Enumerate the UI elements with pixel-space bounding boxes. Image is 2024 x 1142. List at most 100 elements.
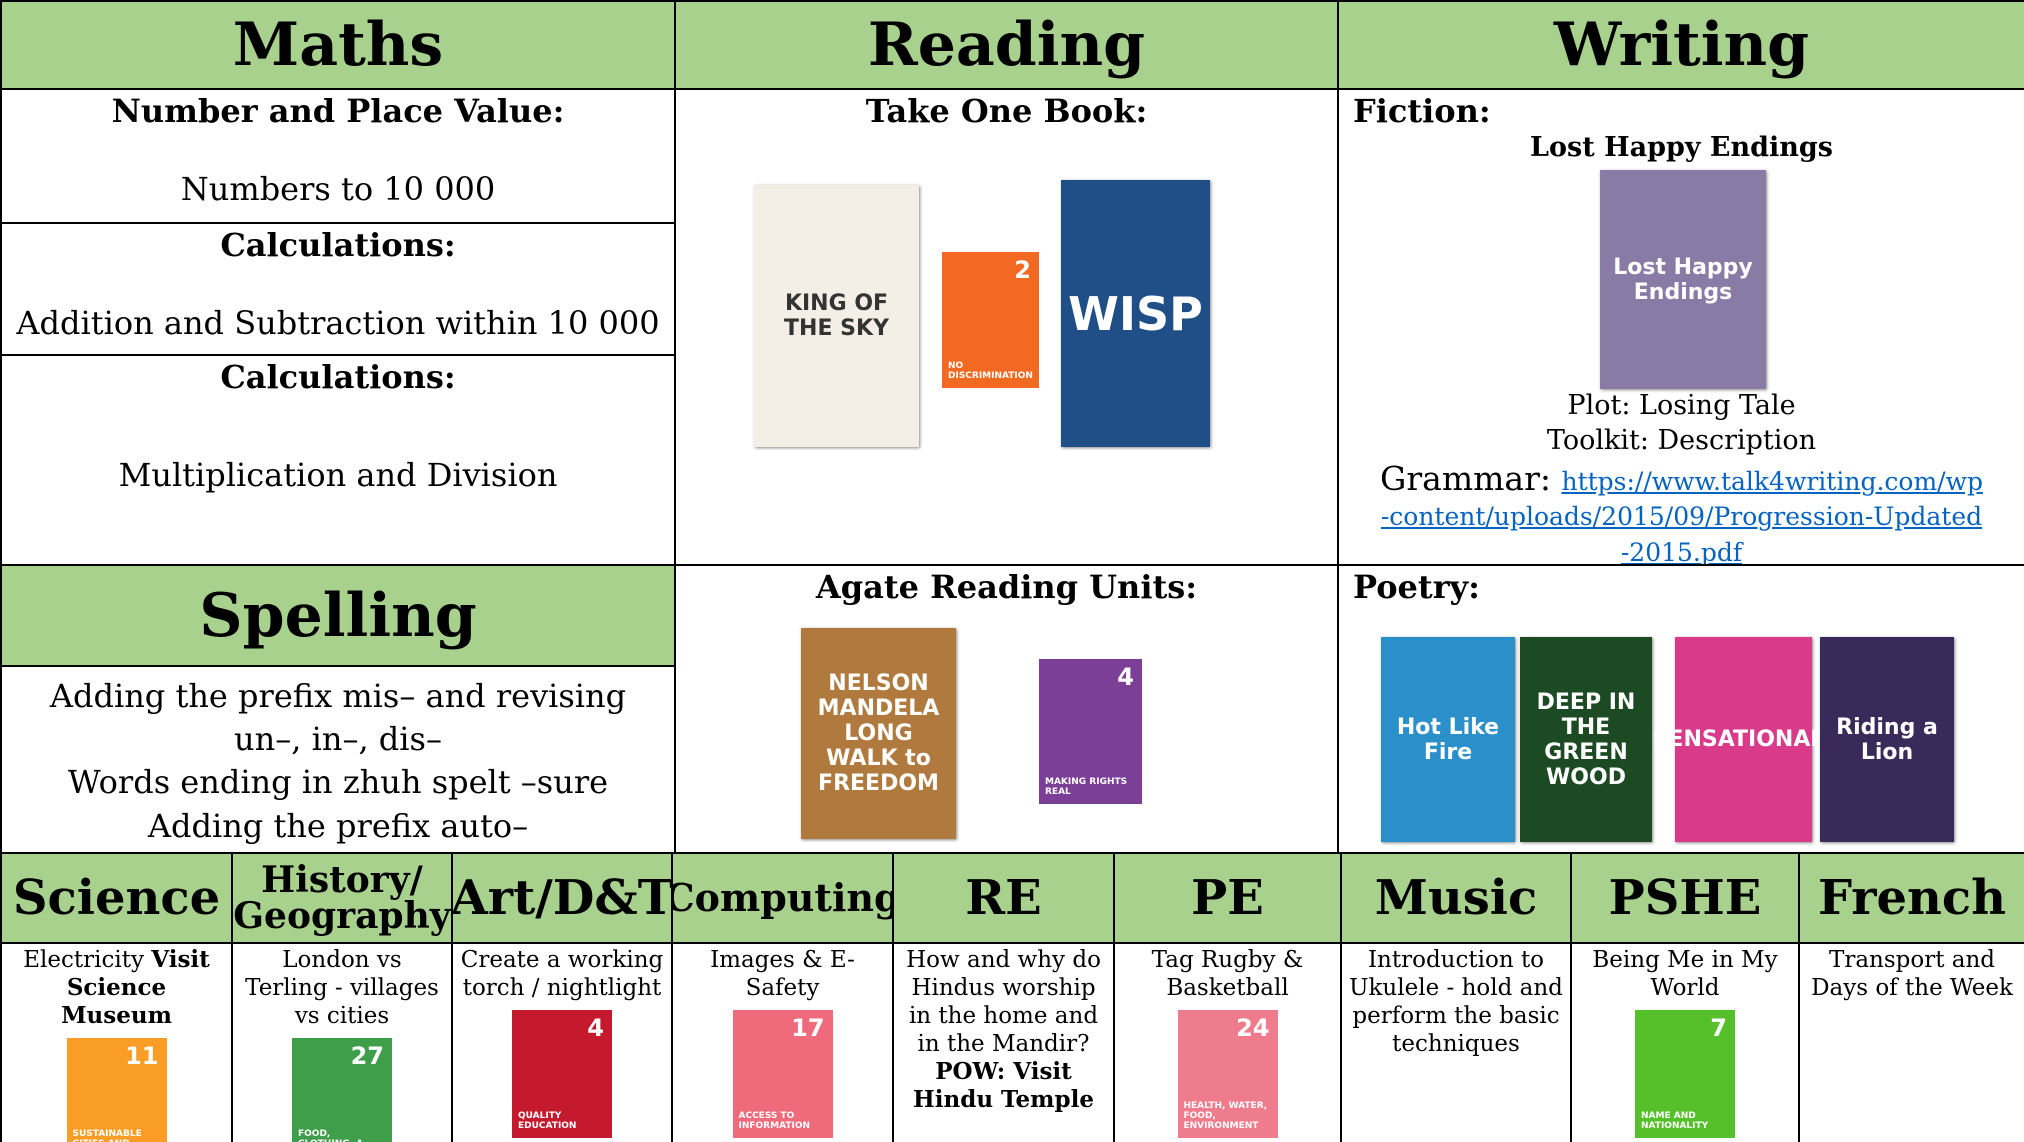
subject-header: Art/D&T bbox=[451, 852, 673, 944]
maths-heading: Calculations: bbox=[220, 358, 456, 396]
fiction-details: Plot: Losing Tale Toolkit: Description Gra… bbox=[1379, 388, 1984, 566]
subject-highlight: Visit Science Museum bbox=[61, 946, 210, 1030]
poetry: Poetry: Hot Like Fire DEEP IN THE GREEN WO… bbox=[1337, 564, 2024, 854]
subject-body: How and why do Hindus worship in the hom… bbox=[892, 942, 1115, 1142]
sdg-number: 27 bbox=[350, 1042, 384, 1071]
spelling-line: Adding the prefix mis– and revising un–,… bbox=[49, 677, 627, 759]
maths-header: Maths bbox=[0, 0, 676, 90]
fiction: Fiction: Lost Happy Endings Lost Happy End… bbox=[1337, 88, 2024, 566]
subject-text: How and why do Hindus worship in the hom… bbox=[894, 944, 1113, 1114]
header-title: Writing bbox=[1553, 10, 1810, 80]
sdg-number: 24 bbox=[1236, 1014, 1270, 1043]
subject-text: Electricity Visit Science Museum bbox=[2, 944, 231, 1030]
subject-text: Transport and Days of the Week bbox=[1800, 944, 2024, 1002]
sdg-label: FOOD, CLOTHING, A SAFE HOME bbox=[298, 1129, 363, 1142]
sdg-icon: 24 HEALTH, WATER, FOOD, ENVIRONMENT bbox=[1177, 1010, 1278, 1139]
book-cover: SENSATIONAL! bbox=[1653, 637, 1834, 842]
subject-header: PE bbox=[1113, 852, 1342, 944]
subject-detail: Create a working torch / nightlight bbox=[460, 947, 664, 1002]
sdg-number: 7 bbox=[1710, 1014, 1727, 1043]
maths-heading: Number and Place Value: bbox=[111, 92, 565, 130]
spelling-line: Words ending in zhuh spelt –sure bbox=[67, 763, 609, 802]
take-one-book: Take One Book: KING OF THE SKY 2 NO DISCRIM… bbox=[674, 88, 1339, 566]
grammar: Grammar: https://www.talk4writing.com/wp… bbox=[1379, 459, 1984, 566]
book-cover: KING OF THE SKY bbox=[754, 185, 919, 447]
sdg-icon: 4 QUALITY EDUCATION bbox=[512, 1010, 612, 1139]
header-title: Spelling bbox=[199, 580, 477, 651]
subject-body: Tag Rugby & Basketball 24 HEALTH, WATER, F… bbox=[1113, 942, 1342, 1142]
subject-name: RE bbox=[965, 870, 1042, 926]
section-heading: Fiction: bbox=[1353, 92, 1491, 130]
subject-name: PE bbox=[1191, 870, 1264, 926]
section-heading: Agate Reading Units: bbox=[815, 568, 1198, 606]
subject-body: Being Me in My World 7 NAME AND NATIONALIT… bbox=[1570, 942, 1800, 1142]
subject-name: History/ Geography bbox=[233, 859, 451, 937]
book-title: Lost Happy Endings bbox=[1530, 132, 1833, 163]
sdg-label: HEALTH, WATER, FOOD, ENVIRONMENT bbox=[1183, 1101, 1268, 1132]
header-title: Reading bbox=[867, 10, 1146, 80]
spelling-line: Adding the prefix auto– bbox=[147, 806, 529, 845]
maths-text: Addition and Subtraction within 10 000 bbox=[16, 304, 660, 342]
spelling-header: Spelling bbox=[0, 564, 676, 667]
subject-body: Images & E-Safety 17 ACCESS TO INFORMATION bbox=[671, 942, 894, 1142]
subject-name: PSHE bbox=[1608, 870, 1762, 926]
subject-text: Introduction to Ukulele - hold and perfo… bbox=[1342, 944, 1570, 1058]
spelling-body: Adding the prefix mis– and revising un–,… bbox=[0, 665, 676, 854]
maths-heading: Calculations: bbox=[220, 226, 456, 264]
sdg-icon: 17 ACCESS TO INFORMATION bbox=[732, 1010, 833, 1139]
reading-header: Reading bbox=[674, 0, 1339, 90]
section-heading: Poetry: bbox=[1353, 568, 1480, 606]
maths-text: Numbers to 10 000 bbox=[180, 170, 496, 208]
book-cover: Riding a Lion bbox=[1820, 637, 1954, 842]
subject-detail: Electricity bbox=[23, 947, 144, 973]
subject-body: London vs Terling - villages vs cities 27… bbox=[231, 942, 453, 1142]
subject-body: Create a working torch / nightlight 4 QUAL… bbox=[451, 942, 673, 1142]
subject-header: Science bbox=[0, 852, 233, 944]
subject-header: PSHE bbox=[1570, 852, 1800, 944]
subject-detail: London vs Terling - villages vs cities bbox=[245, 947, 439, 1030]
subject-body: Introduction to Ukulele - hold and perfo… bbox=[1340, 942, 1572, 1142]
book-cover: Hot Like Fire bbox=[1381, 637, 1515, 842]
subject-detail: Introduction to Ukulele - hold and perfo… bbox=[1349, 947, 1563, 1058]
toolkit: Toolkit: Description bbox=[1546, 425, 1817, 457]
sdg-label: ACCESS TO INFORMATION bbox=[738, 1111, 811, 1132]
sdg-label: QUALITY EDUCATION bbox=[518, 1111, 577, 1132]
sdg-number: 17 bbox=[791, 1014, 825, 1043]
sdg-number: 2 bbox=[1014, 256, 1031, 284]
subject-name: French bbox=[1817, 870, 2007, 926]
sdg-label: MAKING RIGHTS REAL bbox=[1045, 777, 1128, 798]
grammar-label: Grammar: bbox=[1380, 459, 1551, 499]
book-cover: WISP bbox=[1061, 180, 1210, 447]
sdg-label: SUSTAINABLE CITIES AND COMMUNITIES bbox=[72, 1129, 142, 1142]
subject-header: French bbox=[1798, 852, 2024, 944]
subject-text: Images & E-Safety bbox=[673, 944, 892, 1002]
subject-header: History/ Geography bbox=[231, 852, 453, 944]
sdg-label: NAME AND NATIONALITY bbox=[1641, 1111, 1709, 1132]
sdg-number: 11 bbox=[125, 1042, 159, 1071]
maths-block: Calculations: Addition and Subtraction wi… bbox=[0, 222, 676, 356]
subject-text: Create a working torch / nightlight bbox=[453, 944, 671, 1002]
subject-highlight: POW: Visit Hindu Temple bbox=[913, 1058, 1094, 1114]
plot: Plot: Losing Tale bbox=[1567, 390, 1796, 421]
sdg-icon: 2 NO DISCRIMINATION bbox=[942, 252, 1039, 388]
maths-text: Multiplication and Division bbox=[118, 456, 558, 494]
subject-text: Being Me in My World bbox=[1572, 944, 1798, 1002]
writing-header: Writing bbox=[1337, 0, 2024, 90]
book-cover: NELSON MANDELA LONG WALK to FREEDOM bbox=[801, 628, 956, 839]
subject-detail: Being Me in My World bbox=[1592, 947, 1778, 1002]
maths-block: Calculations: Multiplication and Division bbox=[0, 354, 676, 566]
subject-body: Transport and Days of the Week bbox=[1798, 942, 2024, 1142]
sdg-icon: 4 MAKING RIGHTS REAL bbox=[1039, 659, 1142, 804]
subject-detail: Images & E-Safety bbox=[710, 947, 855, 1002]
sdg-icon: 27 FOOD, CLOTHING, A SAFE HOME bbox=[292, 1038, 392, 1142]
subject-name: Science bbox=[12, 870, 221, 926]
subject-header: RE bbox=[892, 852, 1115, 944]
book-cover: Lost Happy Endings bbox=[1600, 170, 1766, 389]
section-heading: Take One Book: bbox=[865, 92, 1148, 130]
sdg-label: NO DISCRIMINATION bbox=[948, 361, 1033, 382]
grammar-link[interactable]: https://www.talk4writing.com/wp-content/… bbox=[1380, 467, 1983, 566]
sdg-icon: 11 SUSTAINABLE CITIES AND COMMUNITIES bbox=[66, 1038, 167, 1142]
subject-name: Music bbox=[1374, 870, 1538, 926]
maths-block: Number and Place Value: Numbers to 10 000 bbox=[0, 88, 676, 224]
